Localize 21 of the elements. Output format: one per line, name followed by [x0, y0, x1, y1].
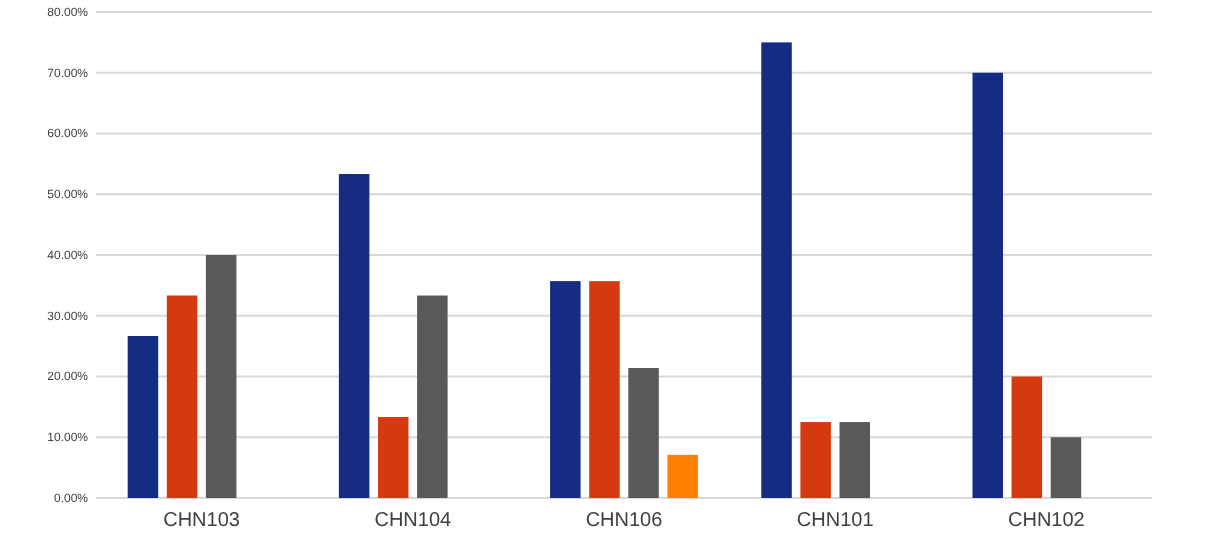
bar: [205, 255, 237, 498]
x-tick-label: CHN102: [1008, 510, 1086, 532]
bar: [1050, 437, 1082, 498]
bar: [166, 295, 198, 498]
bar: [377, 417, 409, 498]
bar: [972, 72, 1003, 498]
x-tick-label: CHN101: [796, 510, 875, 532]
bar: [127, 335, 159, 498]
bar: [1011, 376, 1043, 498]
x-tick-label: CHN106: [585, 510, 664, 532]
bar: [761, 42, 792, 498]
x-tick-label: CHN104: [374, 510, 453, 532]
bar: [628, 367, 659, 498]
x-tick-label: CHN103: [163, 510, 241, 532]
bar: [589, 281, 620, 498]
bar: [839, 422, 871, 498]
bar: [667, 454, 698, 498]
bar: [550, 281, 581, 498]
bar: [417, 295, 448, 498]
bar: [800, 422, 831, 498]
bar: [338, 174, 370, 498]
